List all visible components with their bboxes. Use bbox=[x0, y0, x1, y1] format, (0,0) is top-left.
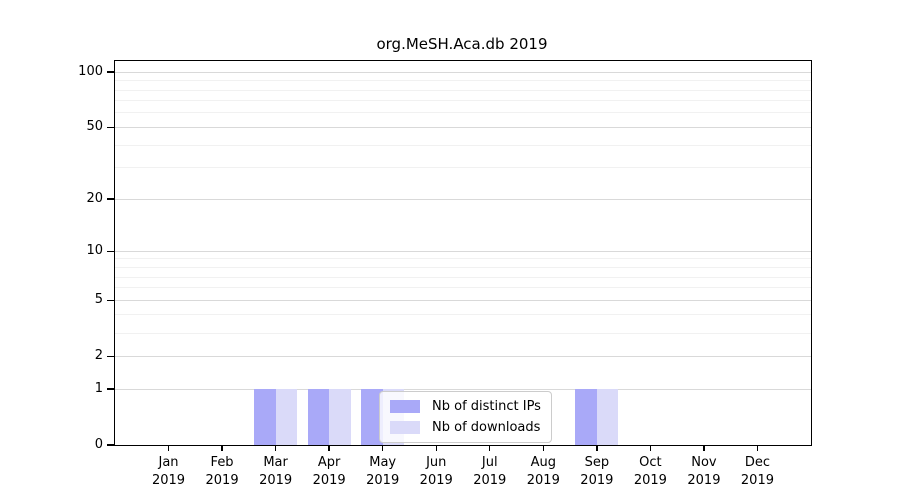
gridline-minor bbox=[115, 258, 811, 260]
gridline-minor bbox=[115, 80, 811, 82]
gridline-minor bbox=[115, 112, 811, 114]
y-tick-mark bbox=[107, 126, 114, 129]
legend-entry-distinct-ips: Nb of distinct IPs bbox=[390, 399, 541, 414]
gridline-major bbox=[115, 388, 811, 390]
gridline-minor bbox=[115, 314, 811, 316]
gridline-major bbox=[115, 198, 811, 200]
y-tick-mark bbox=[107, 71, 114, 73]
y-tick-mark bbox=[107, 388, 114, 390]
y-tick-label: 100 bbox=[78, 64, 103, 80]
x-tick-label: Aug 2019 bbox=[526, 455, 560, 488]
x-tick-label: May 2019 bbox=[366, 455, 400, 488]
x-tick-label: Dec 2019 bbox=[740, 455, 774, 488]
gridline-major bbox=[115, 355, 811, 357]
y-tick-mark bbox=[107, 355, 114, 357]
x-tick-mark bbox=[221, 445, 223, 451]
bar-distinct-ips-apr bbox=[307, 389, 330, 445]
y-tick-label: 2 bbox=[94, 348, 103, 364]
gridline-minor bbox=[115, 332, 811, 334]
gridline-minor bbox=[115, 100, 811, 102]
gridline-major bbox=[115, 71, 811, 73]
x-tick-mark bbox=[649, 445, 652, 451]
bar-distinct-ips-sep bbox=[575, 389, 597, 445]
x-tick-label: Jan 2019 bbox=[151, 455, 186, 488]
x-tick-mark bbox=[756, 445, 759, 451]
y-tick-mark bbox=[107, 198, 114, 200]
gridline-minor bbox=[115, 287, 811, 289]
x-tick-mark bbox=[328, 445, 330, 451]
x-tick-label: Sep 2019 bbox=[580, 455, 614, 488]
y-tick-mark bbox=[107, 250, 114, 252]
legend-swatch-distinct-ips bbox=[390, 400, 420, 413]
gridline-minor bbox=[115, 167, 811, 169]
y-tick-mark bbox=[107, 444, 114, 446]
x-tick-mark bbox=[435, 445, 437, 451]
x-tick-label: Jun 2019 bbox=[419, 455, 453, 488]
x-tick-mark bbox=[167, 445, 170, 451]
x-tick-label: Oct 2019 bbox=[633, 455, 667, 488]
x-tick-label: Jul 2019 bbox=[473, 455, 507, 488]
y-tick-label: 0 bbox=[94, 437, 103, 452]
x-tick-label: Apr 2019 bbox=[312, 455, 346, 488]
gridline-minor bbox=[115, 276, 811, 278]
bar-distinct-ips-may bbox=[361, 389, 383, 445]
x-tick-mark bbox=[489, 445, 491, 451]
legend: Nb of distinct IPs Nb of downloads bbox=[379, 391, 552, 443]
y-tick-label: 5 bbox=[94, 292, 103, 308]
legend-swatch-downloads bbox=[390, 421, 420, 434]
x-tick-mark bbox=[596, 445, 598, 451]
gridline-minor bbox=[115, 267, 811, 268]
chart-title: org.MeSH.Aca.db 2019 bbox=[376, 35, 548, 53]
plot-area: Nb of distinct IPs Nb of downloads 0 1 2 5 1… bbox=[78, 60, 812, 488]
gridline-major bbox=[115, 126, 811, 128]
gridline-minor bbox=[115, 89, 811, 91]
x-tick-label: Mar 2019 bbox=[259, 455, 293, 488]
x-tick-mark bbox=[703, 445, 705, 451]
x-tick-mark bbox=[381, 445, 384, 451]
y-tick-label: 1 bbox=[94, 381, 103, 396]
y-tick-label: 10 bbox=[86, 243, 103, 259]
bar-downloads-apr bbox=[329, 389, 351, 445]
x-tick-mark bbox=[542, 445, 544, 451]
gridline-major bbox=[115, 299, 811, 301]
legend-label-downloads: Nb of downloads bbox=[432, 420, 541, 435]
x-tick-label: Feb 2019 bbox=[205, 455, 239, 488]
legend-entry-downloads: Nb of downloads bbox=[390, 420, 541, 435]
y-tick-label: 50 bbox=[86, 119, 103, 135]
bar-downloads-sep bbox=[596, 389, 619, 445]
bar-distinct-ips-mar bbox=[254, 389, 276, 445]
bar-downloads-mar bbox=[275, 389, 298, 445]
gridline-minor bbox=[115, 144, 811, 146]
x-tick-label: Nov 2019 bbox=[687, 455, 721, 488]
y-tick-mark bbox=[107, 299, 114, 301]
gridline-major bbox=[115, 250, 811, 252]
legend-label-distinct-ips: Nb of distinct IPs bbox=[432, 399, 541, 414]
y-tick-label: 20 bbox=[86, 191, 103, 207]
x-tick-mark bbox=[274, 445, 277, 451]
